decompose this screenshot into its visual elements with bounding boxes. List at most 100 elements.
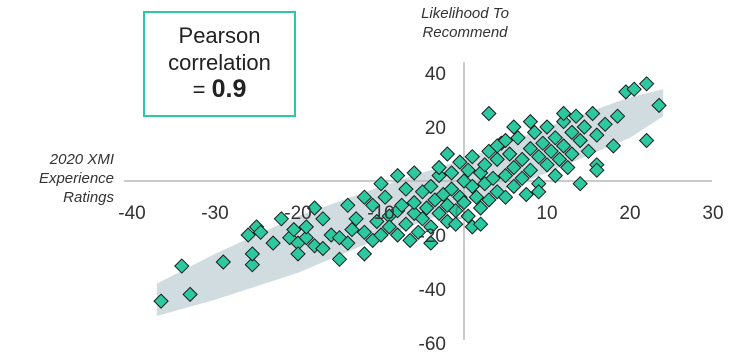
data-point — [410, 224, 427, 241]
x-tick-label: 10 — [536, 203, 557, 224]
data-point — [369, 213, 385, 230]
data-point — [406, 194, 422, 211]
data-point — [485, 170, 501, 187]
data-point — [423, 219, 439, 235]
data-point — [626, 81, 642, 97]
data-point — [356, 224, 373, 241]
data-point — [418, 200, 435, 216]
data-point — [182, 286, 198, 303]
data-points — [153, 76, 667, 309]
data-point — [423, 178, 439, 195]
data-point — [497, 167, 514, 184]
data-point — [477, 157, 493, 173]
data-point — [398, 216, 414, 232]
data-point — [456, 194, 472, 211]
data-point — [551, 151, 568, 168]
data-point — [402, 232, 418, 249]
data-point — [472, 216, 489, 232]
data-point — [443, 165, 460, 181]
data-point — [481, 105, 497, 122]
data-point — [560, 159, 576, 176]
x-axis-label: 2020 XMI Experience Ratings — [38, 151, 114, 206]
data-point — [564, 146, 580, 162]
data-point — [609, 108, 626, 124]
data-point — [398, 181, 414, 197]
data-point — [298, 229, 315, 246]
data-point — [389, 167, 406, 184]
data-point — [572, 132, 588, 149]
data-point — [589, 127, 605, 143]
correlation-callout: Pearson correlation = 0.9 — [143, 11, 296, 117]
data-point — [423, 235, 439, 251]
data-point — [244, 246, 261, 262]
data-point — [389, 227, 406, 243]
data-point — [306, 200, 323, 216]
data-point — [605, 138, 622, 154]
data-point — [547, 130, 564, 146]
x-tick-label-zero: 0 — [455, 203, 466, 224]
y-tick-label: -60 — [419, 334, 446, 352]
data-point — [174, 258, 190, 274]
data-point — [539, 157, 555, 173]
x-tick-label: -40 — [118, 203, 145, 224]
data-point — [514, 170, 530, 187]
data-point — [344, 221, 360, 238]
data-point — [497, 132, 514, 149]
x-tick-label: 20 — [619, 203, 640, 224]
data-point — [377, 189, 393, 205]
data-point — [506, 119, 522, 135]
data-point — [331, 251, 348, 268]
data-point — [489, 151, 505, 168]
data-point — [576, 119, 593, 135]
data-point — [298, 219, 315, 235]
data-point — [530, 184, 547, 200]
data-point — [460, 208, 476, 224]
y-tick-label: 20 — [425, 118, 446, 139]
data-point — [543, 143, 559, 160]
data-point — [597, 116, 613, 133]
data-point — [447, 216, 464, 232]
data-point — [481, 192, 497, 208]
data-point — [555, 105, 572, 122]
data-point — [244, 256, 261, 273]
data-point — [506, 178, 522, 195]
data-point — [340, 235, 356, 251]
data-point — [373, 227, 389, 243]
data-point — [555, 113, 572, 130]
callout-value: 0.9 — [211, 75, 247, 103]
data-point — [589, 162, 605, 178]
data-point — [555, 138, 572, 154]
data-point — [539, 119, 555, 135]
data-point — [315, 240, 331, 257]
data-point — [286, 221, 302, 238]
data-point — [452, 154, 468, 170]
callout-line2: correlation — [168, 50, 271, 75]
data-point — [526, 124, 543, 141]
data-point — [381, 219, 398, 235]
data-point — [522, 162, 539, 178]
data-point — [547, 167, 564, 184]
data-point — [373, 175, 389, 192]
data-point — [464, 148, 481, 165]
x-tick-label: -20 — [284, 203, 311, 224]
data-point — [439, 146, 456, 162]
data-point — [356, 246, 373, 262]
data-point — [572, 175, 588, 192]
y-tick-label: -40 — [419, 280, 446, 301]
data-point — [364, 197, 381, 214]
data-point — [638, 76, 655, 92]
data-point — [501, 146, 518, 162]
data-point — [315, 211, 331, 227]
data-point — [406, 165, 422, 181]
data-point — [514, 151, 530, 168]
data-point — [394, 197, 410, 214]
x-tick-labels: -40 -30 -20 -10 10 20 30 0 — [118, 203, 723, 224]
data-point — [584, 105, 601, 122]
x-tick-label: 30 — [702, 203, 723, 224]
data-point — [535, 135, 551, 151]
data-point — [522, 140, 539, 157]
data-point — [460, 162, 476, 178]
data-point — [472, 200, 489, 216]
data-point — [638, 132, 655, 149]
y-tick-label: 40 — [425, 64, 446, 85]
